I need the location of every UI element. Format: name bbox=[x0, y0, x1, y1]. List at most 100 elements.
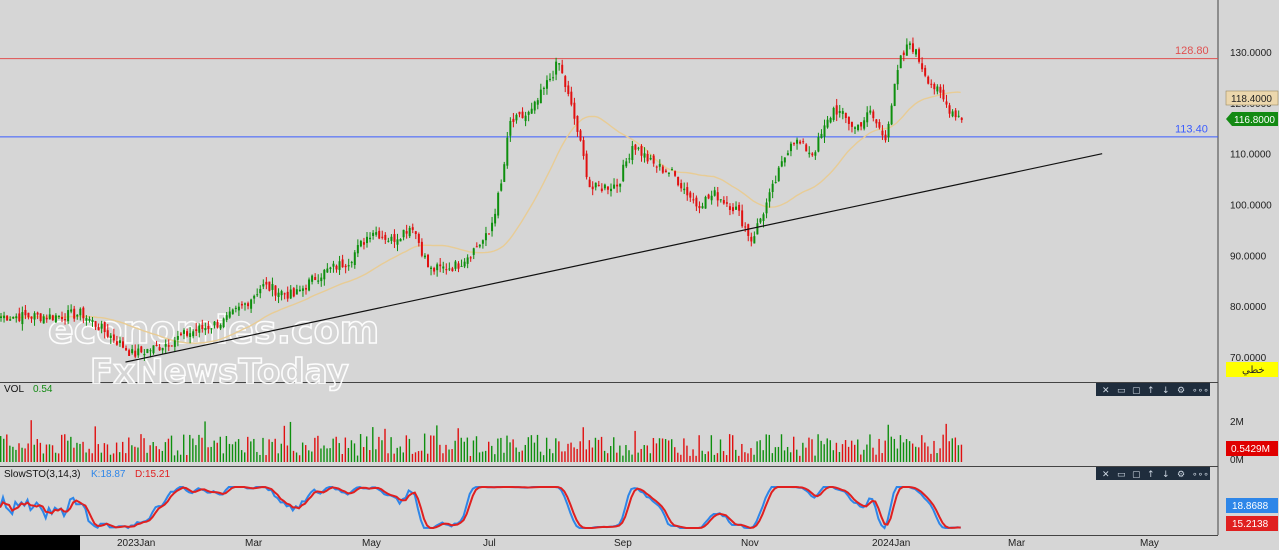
close-icon[interactable]: ✕ bbox=[1102, 470, 1110, 480]
candle-body bbox=[33, 313, 36, 320]
candle-body bbox=[359, 240, 362, 247]
volume-bar bbox=[118, 452, 121, 462]
settings-icon[interactable]: ⚙ bbox=[1177, 386, 1185, 396]
stoch-panel-controls[interactable]: ✕ ▭ ▢ ↑ ↓ ⚙ ∘∘∘ bbox=[1096, 467, 1210, 480]
volume-bar bbox=[472, 440, 475, 462]
trendline[interactable] bbox=[125, 153, 1103, 363]
candle bbox=[512, 112, 515, 128]
candle-body bbox=[457, 263, 460, 269]
candle-body bbox=[329, 267, 332, 270]
candle bbox=[927, 75, 930, 85]
volume-bar bbox=[277, 453, 279, 462]
move-down-icon[interactable]: ↓ bbox=[1162, 470, 1170, 480]
candle bbox=[103, 321, 106, 339]
candle-body bbox=[439, 264, 442, 267]
volume-bar bbox=[289, 421, 292, 462]
volume-bar bbox=[695, 455, 697, 462]
candle bbox=[591, 181, 594, 196]
volume-bar bbox=[948, 441, 950, 462]
volume-bar bbox=[631, 454, 633, 462]
candle-body bbox=[762, 214, 765, 221]
candle-body bbox=[320, 277, 323, 282]
candle-body bbox=[332, 263, 335, 267]
candle-body bbox=[549, 78, 551, 80]
candle bbox=[768, 188, 771, 208]
candle bbox=[811, 152, 814, 157]
volume-bar bbox=[320, 448, 322, 462]
candle bbox=[716, 187, 719, 207]
candle-body bbox=[362, 242, 365, 245]
candle bbox=[786, 150, 789, 156]
volume-bar bbox=[588, 440, 591, 462]
candle bbox=[298, 285, 301, 292]
volume-bar bbox=[91, 453, 93, 462]
volume-bar bbox=[506, 435, 508, 462]
drawing-tool-bg[interactable] bbox=[1226, 362, 1278, 377]
candle-body bbox=[933, 84, 936, 90]
candle bbox=[860, 122, 863, 131]
maximize-icon[interactable]: ▢ bbox=[1132, 470, 1141, 480]
volume-bar bbox=[796, 449, 798, 462]
move-up-icon[interactable]: ↑ bbox=[1147, 470, 1155, 480]
candle bbox=[573, 97, 576, 125]
month-label: Sep bbox=[614, 538, 632, 549]
candle bbox=[366, 231, 368, 248]
stoch-d-line bbox=[81, 485, 961, 530]
candle bbox=[957, 110, 960, 118]
candle bbox=[881, 125, 884, 140]
volume-panel-controls[interactable]: ✕ ▭ ▢ ↑ ↓ ⚙ ∘∘∘ bbox=[1096, 383, 1210, 396]
price-tick: 100.0000 bbox=[1230, 201, 1272, 212]
more-icon[interactable]: ∘∘∘ bbox=[1192, 386, 1209, 396]
volume-bar bbox=[253, 438, 255, 462]
settings-icon[interactable]: ⚙ bbox=[1177, 470, 1185, 480]
volume-panel[interactable]: VOL 0.54 2M 0M 0.5429M bbox=[0, 384, 1278, 466]
maximize-icon[interactable]: ▢ bbox=[1132, 386, 1141, 396]
volume-bar bbox=[753, 454, 755, 462]
candle bbox=[359, 239, 362, 248]
volume-bar bbox=[3, 438, 5, 462]
price-tick: 90.0000 bbox=[1230, 251, 1267, 262]
candle bbox=[393, 229, 396, 249]
volume-bar bbox=[405, 435, 408, 462]
candle bbox=[36, 311, 39, 320]
volume-bar bbox=[338, 443, 340, 462]
candle-body bbox=[896, 70, 899, 85]
candle bbox=[183, 328, 185, 340]
candle bbox=[600, 183, 603, 193]
volume-bar bbox=[195, 445, 197, 462]
candle-body bbox=[12, 316, 15, 319]
volume-bar bbox=[390, 437, 392, 462]
move-up-icon[interactable]: ↑ bbox=[1147, 386, 1155, 396]
candle bbox=[15, 313, 18, 323]
more-icon[interactable]: ∘∘∘ bbox=[1192, 470, 1209, 480]
close-icon[interactable]: ✕ bbox=[1102, 386, 1110, 396]
candle bbox=[619, 183, 622, 193]
candle-body bbox=[64, 319, 67, 321]
candle-body bbox=[564, 76, 567, 88]
candle bbox=[793, 142, 795, 146]
candle-body bbox=[247, 303, 250, 307]
volume-bar bbox=[597, 439, 600, 462]
volume-bar bbox=[802, 442, 804, 462]
volume-bar bbox=[768, 434, 770, 462]
move-down-icon[interactable]: ↓ bbox=[1162, 386, 1170, 396]
candle-body bbox=[27, 312, 30, 318]
candle-body bbox=[786, 153, 789, 156]
volume-bar bbox=[30, 420, 32, 462]
volume-bar bbox=[256, 451, 258, 462]
stochastic-panel[interactable]: SlowSTO(3,14,3) K:18.87 D:15.21 18.8688 … bbox=[0, 469, 1278, 531]
candle bbox=[259, 285, 262, 299]
month-label: Nov bbox=[741, 538, 759, 549]
drawing-tool-tag[interactable]: خطي bbox=[1226, 362, 1278, 377]
restore-icon[interactable]: ▭ bbox=[1117, 386, 1126, 396]
volume-bar bbox=[460, 437, 462, 462]
volume-bar bbox=[692, 449, 694, 462]
candle-body bbox=[857, 124, 860, 131]
restore-icon[interactable]: ▭ bbox=[1117, 470, 1126, 480]
price-panel[interactable] bbox=[0, 0, 1218, 382]
price-axis-area bbox=[1218, 0, 1279, 550]
volume-bar bbox=[198, 434, 200, 462]
candle-body bbox=[225, 315, 228, 320]
volume-bar bbox=[628, 450, 630, 462]
